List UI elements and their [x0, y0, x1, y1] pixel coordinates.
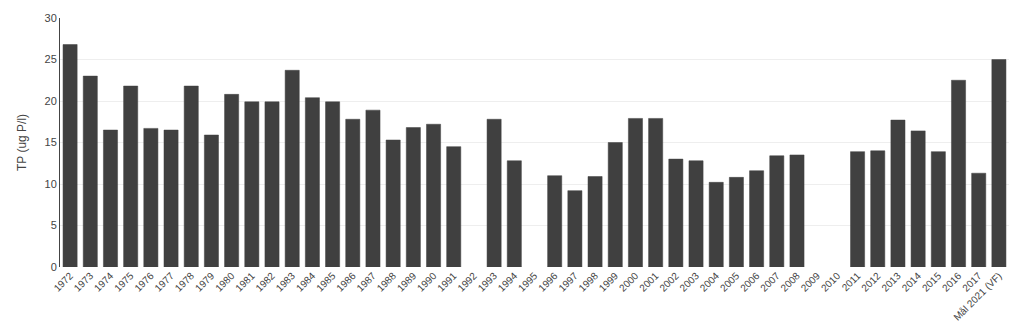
svg-text:30: 30 — [45, 12, 57, 24]
svg-text:1993: 1993 — [476, 270, 500, 294]
svg-text:1982: 1982 — [253, 270, 277, 294]
svg-text:2003: 2003 — [677, 270, 701, 294]
svg-text:2001: 2001 — [637, 270, 661, 294]
svg-text:1985: 1985 — [314, 270, 338, 294]
svg-text:2004: 2004 — [698, 270, 722, 294]
svg-text:1997: 1997 — [556, 270, 580, 294]
svg-text:1979: 1979 — [193, 270, 217, 294]
svg-text:1987: 1987 — [354, 270, 378, 294]
svg-text:2017: 2017 — [960, 270, 984, 294]
svg-text:1981: 1981 — [233, 270, 257, 294]
svg-text:25: 25 — [45, 53, 57, 65]
svg-text:1999: 1999 — [597, 270, 621, 294]
svg-text:1988: 1988 — [375, 270, 399, 294]
svg-text:1980: 1980 — [213, 270, 237, 294]
svg-text:1973: 1973 — [72, 270, 96, 294]
svg-text:15: 15 — [45, 136, 57, 148]
svg-text:1990: 1990 — [415, 270, 439, 294]
svg-text:2012: 2012 — [859, 270, 883, 294]
svg-text:2014: 2014 — [900, 270, 924, 294]
svg-text:2016: 2016 — [940, 270, 964, 294]
svg-text:1976: 1976 — [132, 270, 156, 294]
svg-text:1975: 1975 — [112, 270, 136, 294]
svg-text:1991: 1991 — [435, 270, 459, 294]
svg-text:2009: 2009 — [799, 270, 823, 294]
svg-text:1984: 1984 — [294, 270, 318, 294]
svg-text:1998: 1998 — [577, 270, 601, 294]
svg-text:1977: 1977 — [152, 270, 176, 294]
svg-text:1989: 1989 — [395, 270, 419, 294]
svg-text:1992: 1992 — [455, 270, 479, 294]
svg-text:1974: 1974 — [92, 270, 116, 294]
svg-text:2015: 2015 — [920, 270, 944, 294]
svg-text:1972: 1972 — [52, 270, 76, 294]
svg-text:2011: 2011 — [840, 270, 863, 293]
svg-text:TP (ug P/l): TP (ug P/l) — [15, 114, 29, 171]
svg-text:2013: 2013 — [879, 270, 903, 294]
svg-text:2007: 2007 — [758, 270, 782, 294]
svg-text:2005: 2005 — [718, 270, 742, 294]
svg-text:5: 5 — [51, 219, 57, 231]
svg-text:2006: 2006 — [738, 270, 762, 294]
svg-text:2002: 2002 — [657, 270, 681, 294]
svg-text:2000: 2000 — [617, 270, 641, 294]
svg-text:Mål 2021 (VF): Mål 2021 (VF) — [951, 270, 1004, 323]
svg-text:1986: 1986 — [334, 270, 358, 294]
svg-text:0: 0 — [51, 261, 57, 273]
svg-text:20: 20 — [45, 95, 57, 107]
svg-text:1995: 1995 — [516, 270, 540, 294]
svg-text:1996: 1996 — [536, 270, 560, 294]
svg-text:10: 10 — [45, 178, 57, 190]
svg-text:1978: 1978 — [173, 270, 197, 294]
svg-text:2010: 2010 — [819, 270, 843, 294]
svg-text:1983: 1983 — [274, 270, 298, 294]
svg-text:1994: 1994 — [496, 270, 520, 294]
svg-text:2008: 2008 — [778, 270, 802, 294]
